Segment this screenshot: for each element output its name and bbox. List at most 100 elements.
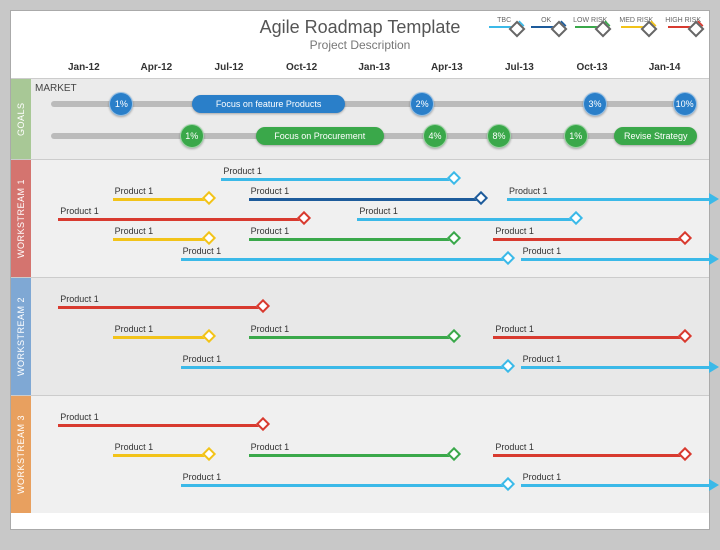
workstream-tab: WORKSTREAM 3 (11, 396, 31, 513)
gantt-bar: Product 1 (181, 484, 507, 487)
milestone: 10% (673, 92, 697, 116)
workstream-tab: WORKSTREAM 1 (11, 160, 31, 277)
workstream-body: Product 1 Product 1 Product 1 Product 1 Prod… (31, 278, 709, 395)
legend-line (489, 26, 519, 28)
gantt-bar: Product 1 (249, 336, 453, 339)
market-label: MARKET (35, 83, 77, 94)
bar-label: Product 1 (523, 354, 562, 364)
legend-item: TBC (489, 17, 519, 28)
workstream-body: Product 1 Product 1 Product 1 Product 1 Prod… (31, 396, 709, 513)
bar-label: Product 1 (115, 442, 154, 452)
diamond-icon (647, 21, 657, 31)
bar-label: Product 1 (183, 472, 222, 482)
diamond-icon (501, 477, 515, 491)
timeline-label: Jul-13 (505, 62, 534, 73)
goals-body: MARKET 1% 2% 3% 10% Focus on feature Product… (31, 79, 709, 159)
gantt-bar: Product 1 (249, 238, 453, 241)
milestone: 4% (423, 124, 447, 148)
bar-label: Product 1 (251, 226, 290, 236)
goals-tab: GOALS (11, 79, 31, 159)
gantt-bar: Product 1 (113, 454, 208, 457)
gantt-bar: Product 1 (113, 198, 208, 201)
timeline-label: Oct-13 (576, 62, 607, 73)
gantt-bar: Product 1 (113, 238, 208, 241)
bar-label: Product 1 (183, 354, 222, 364)
timeline-label: Apr-12 (141, 62, 173, 73)
timeline-label: Jan-13 (358, 62, 390, 73)
gantt-bar: Product 1 (221, 178, 452, 181)
diamond-icon (501, 251, 515, 265)
milestone: 8% (487, 124, 511, 148)
bar-label: Product 1 (509, 186, 548, 196)
bar-label: Product 1 (60, 206, 99, 216)
gantt-bar: Product 1 (58, 424, 262, 427)
diamond-icon (256, 417, 270, 431)
roadmap-canvas: Agile Roadmap Template Project Descripti… (10, 10, 710, 530)
bar-label: Product 1 (115, 324, 154, 334)
timeline-label: Jul-12 (215, 62, 244, 73)
goals-section: GOALS MARKET 1% 2% 3% 10% Focus on feature P… (11, 79, 709, 159)
milestone: 2% (410, 92, 434, 116)
diamond-icon (569, 211, 583, 225)
diamond-icon (515, 21, 525, 31)
gantt-bar: Product 1 (113, 336, 208, 339)
legend-item: LOW RISK (573, 17, 607, 28)
goal-pill: Focus on feature Products (192, 95, 346, 113)
bar-label: Product 1 (359, 206, 398, 216)
gantt-bar: Product 1 (181, 258, 507, 261)
diamond-icon (447, 171, 461, 185)
gantt-bar: Product 1 (58, 218, 303, 221)
diamond-icon (447, 329, 461, 343)
workstream-section: WORKSTREAM 1Product 1Product 1Product 1P… (11, 159, 709, 277)
gantt-bar: Product 1 (521, 484, 711, 487)
arrow-icon (709, 253, 719, 265)
legend-line (668, 26, 698, 28)
arrow-icon (709, 193, 719, 205)
page-subtitle: Project Description (11, 38, 709, 52)
timeline-label: Oct-12 (286, 62, 317, 73)
gantt-bar: Product 1 (493, 336, 683, 339)
gantt-bar: Product 1 (507, 198, 711, 201)
gantt-bar: Product 1 (521, 258, 711, 261)
arrow-icon (709, 479, 719, 491)
legend-line (531, 26, 561, 28)
gantt-bar: Product 1 (357, 218, 575, 221)
legend-label: OK (541, 17, 551, 24)
workstream-body: Product 1 Product 1 Product 1 Product 1 Prod… (31, 160, 709, 277)
gantt-bar: Product 1 (181, 366, 507, 369)
legend-item: HIGH RISK (665, 17, 701, 28)
gantt-bar: Product 1 (493, 238, 683, 241)
gantt-bar: Product 1 (521, 366, 711, 369)
workstreams-container: WORKSTREAM 1Product 1Product 1Product 1P… (11, 159, 709, 513)
arrow-icon (709, 361, 719, 373)
gantt-bar: Product 1 (58, 306, 262, 309)
diamond-icon (678, 447, 692, 461)
legend-item: MED RISK (619, 17, 653, 28)
gantt-bar: Product 1 (493, 454, 683, 457)
legend-label: TBC (497, 17, 511, 24)
legend-item: OK (531, 17, 561, 28)
bar-label: Product 1 (60, 412, 99, 422)
diamond-icon (202, 329, 216, 343)
bar-label: Product 1 (115, 186, 154, 196)
workstream-tab: WORKSTREAM 2 (11, 278, 31, 395)
diamond-icon (474, 191, 488, 205)
diamond-icon (678, 329, 692, 343)
header: Agile Roadmap Template Project Descripti… (11, 11, 709, 59)
legend-line (575, 26, 605, 28)
diamond-icon (501, 359, 515, 373)
milestone: 3% (583, 92, 607, 116)
milestone: 1% (564, 124, 588, 148)
diamond-icon (447, 231, 461, 245)
bar-label: Product 1 (495, 226, 534, 236)
bar-label: Product 1 (115, 226, 154, 236)
bar-label: Product 1 (495, 324, 534, 334)
bar-label: Product 1 (251, 324, 290, 334)
milestone: 1% (180, 124, 204, 148)
bar-label: Product 1 (251, 442, 290, 452)
bar-label: Product 1 (495, 442, 534, 452)
diamond-icon (202, 191, 216, 205)
goal-pill: Revise Strategy (614, 127, 697, 145)
diamond-icon (557, 21, 567, 31)
diamond-icon (447, 447, 461, 461)
